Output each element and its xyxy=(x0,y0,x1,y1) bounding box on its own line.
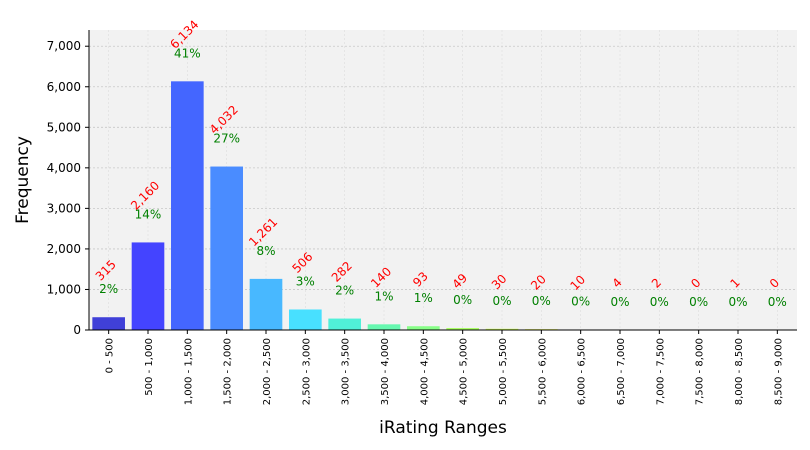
x-tick-label: 8,500 - 9,000 xyxy=(773,338,784,405)
y-tick-label: 6,000 xyxy=(47,80,81,94)
y-ticks: 0 1,000 2,000 3,000 4,000 5,000 6,000 7,000 xyxy=(47,39,89,337)
x-tick-label: 7,000 - 7,500 xyxy=(655,338,666,405)
x-axis-title: iRating Ranges xyxy=(379,418,507,438)
x-tick-label: 0 - 500 xyxy=(105,338,116,373)
bar xyxy=(446,328,479,330)
y-tick-label: 3,000 xyxy=(47,201,81,215)
y-tick-label: 4,000 xyxy=(47,161,81,175)
percent-label: 0% xyxy=(453,293,472,307)
x-ticks: 0 - 500 500 - 1,000 1,000 - 1,500 1,500 - 2… xyxy=(105,330,784,405)
percent-label: 2% xyxy=(99,282,118,296)
bar xyxy=(328,318,361,330)
x-tick-label: 2,500 - 3,000 xyxy=(301,338,312,405)
x-tick-label: 3,000 - 3,500 xyxy=(341,338,352,405)
x-tick-label: 4,500 - 5,000 xyxy=(459,338,470,405)
x-tick-label: 5,000 - 5,500 xyxy=(498,338,509,405)
percent-label: 41% xyxy=(174,46,201,60)
x-tick-label: 1,500 - 2,000 xyxy=(223,338,234,405)
bar xyxy=(485,328,519,330)
x-tick-label: 4,000 - 4,500 xyxy=(419,338,430,405)
x-tick-label: 500 - 1,000 xyxy=(144,338,155,396)
percent-label: 27% xyxy=(213,132,240,146)
bar xyxy=(289,309,322,330)
percent-label: 0% xyxy=(650,295,669,309)
x-tick-label: 5,500 - 6,000 xyxy=(537,338,548,405)
percent-label: 0% xyxy=(768,295,787,309)
percent-label: 2% xyxy=(335,284,354,298)
x-tick-label: 3,500 - 4,000 xyxy=(380,338,391,405)
bars xyxy=(92,81,755,330)
bar xyxy=(92,317,125,330)
percent-label: 1% xyxy=(414,291,433,305)
x-tick-label: 8,000 - 8,500 xyxy=(734,338,745,405)
y-tick-label: 1,000 xyxy=(47,282,81,296)
axes xyxy=(88,30,797,331)
y-tick-label: 2,000 xyxy=(47,242,81,256)
bar xyxy=(407,326,440,330)
percent-label: 0% xyxy=(689,295,708,309)
y-tick-label: 0 xyxy=(73,323,81,337)
percent-label: 3% xyxy=(296,274,315,288)
y-tick-label: 5,000 xyxy=(47,120,81,134)
y-tick-label: 7,000 xyxy=(47,39,81,53)
percent-labels: 2% 14% 41% 27% 8% 3% 2% 1% 1% 0% 0% 0% 0% 0% 0% 0% 0% 0% xyxy=(99,46,787,309)
x-tick-label: 1,000 - 1,500 xyxy=(183,338,194,405)
percent-label: 0% xyxy=(532,294,551,308)
plot-background xyxy=(89,30,797,330)
percent-label: 8% xyxy=(256,244,275,258)
bar xyxy=(171,81,204,330)
bar xyxy=(367,324,401,330)
percent-label: 14% xyxy=(135,207,162,221)
x-tick-label: 6,500 - 7,000 xyxy=(616,338,627,405)
bar xyxy=(210,166,243,330)
y-axis-title: Frequency xyxy=(13,136,33,224)
percent-label: 0% xyxy=(492,294,511,308)
percent-label: 0% xyxy=(728,295,747,309)
bar xyxy=(131,242,165,330)
bar xyxy=(249,278,283,330)
percent-label: 0% xyxy=(610,295,629,309)
x-tick-label: 6,000 - 6,500 xyxy=(577,338,588,405)
x-tick-label: 7,500 - 8,000 xyxy=(695,338,706,405)
percent-label: 1% xyxy=(374,289,393,303)
x-tick-label: 2,000 - 2,500 xyxy=(262,338,273,405)
percent-label: 0% xyxy=(571,295,590,309)
